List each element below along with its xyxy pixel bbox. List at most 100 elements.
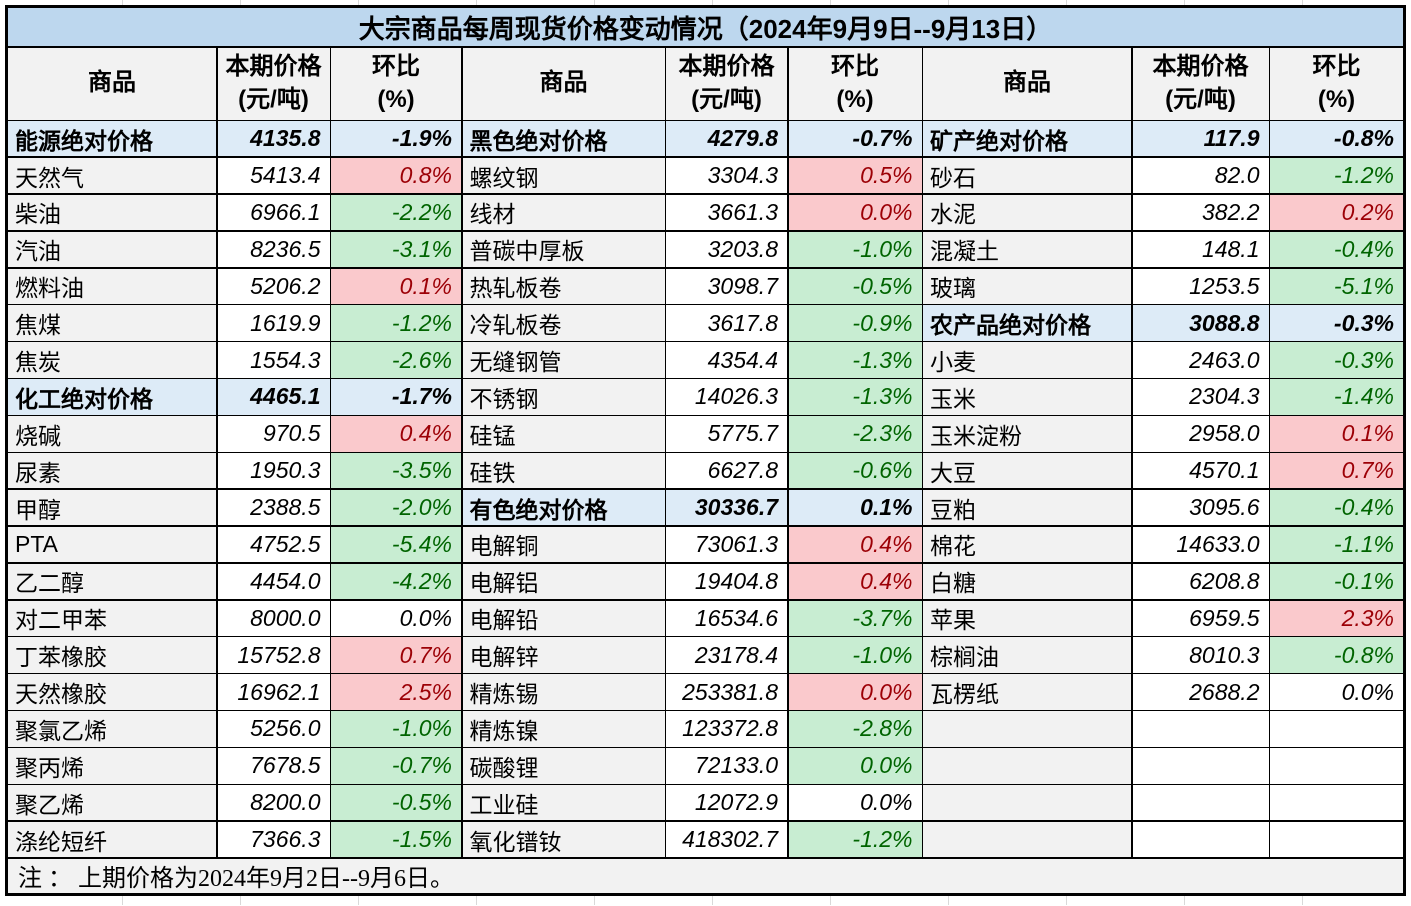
commodity-cell-g2-r14[interactable]: 电解铅 xyxy=(462,600,665,636)
pct-cell-g3-r9[interactable]: 0.1% xyxy=(1270,416,1403,452)
commodity-cell-g3-r10[interactable]: 大豆 xyxy=(923,453,1131,489)
price-cell-g1-r3[interactable]: 6966.1 xyxy=(217,194,330,231)
pct-cell-g1-r18[interactable]: -0.7% xyxy=(331,748,461,784)
price-cell-g1-r15[interactable]: 15752.8 xyxy=(217,637,330,673)
pct-cell-g2-r20[interactable]: -1.2% xyxy=(788,821,922,858)
commodity-cell-g2-r3[interactable]: 线材 xyxy=(462,194,665,231)
price-cell-g1-r18[interactable]: 7678.5 xyxy=(217,748,330,784)
commodity-cell-g3-r18[interactable] xyxy=(923,748,1131,784)
commodity-cell-g2-r11[interactable]: 有色绝对价格 xyxy=(462,489,665,526)
commodity-cell-g1-r7[interactable]: 焦炭 xyxy=(8,342,216,378)
header-commodity-1[interactable]: 商品 xyxy=(8,47,216,120)
price-cell-g2-r11[interactable]: 30336.7 xyxy=(666,489,787,526)
pct-cell-g1-r2[interactable]: 0.8% xyxy=(331,157,461,194)
commodity-cell-g2-r15[interactable]: 电解锌 xyxy=(462,637,665,673)
commodity-cell-g3-r17[interactable] xyxy=(923,711,1131,747)
commodity-cell-g1-r20[interactable]: 涤纶短纤 xyxy=(8,821,216,858)
commodity-cell-g2-r6[interactable]: 冷轧板卷 xyxy=(462,305,665,341)
commodity-cell-g1-r9[interactable]: 烧碱 xyxy=(8,416,216,452)
commodity-cell-g1-r2[interactable]: 天然气 xyxy=(8,157,216,194)
commodity-cell-g1-r1[interactable]: 能源绝对价格 xyxy=(8,121,216,157)
commodity-cell-g2-r2[interactable]: 螺纹钢 xyxy=(462,157,665,194)
commodity-cell-g3-r7[interactable]: 小麦 xyxy=(923,342,1131,378)
price-cell-g3-r8[interactable]: 2304.3 xyxy=(1132,379,1269,415)
price-cell-g2-r15[interactable]: 23178.4 xyxy=(666,637,787,673)
pct-cell-g1-r20[interactable]: -1.5% xyxy=(331,821,461,858)
pct-cell-g1-r4[interactable]: -3.1% xyxy=(331,231,461,268)
header-pct-1[interactable]: 环比 (%) xyxy=(331,47,461,120)
pct-cell-g3-r1[interactable]: -0.8% xyxy=(1270,121,1403,157)
commodity-cell-g1-r14[interactable]: 对二甲苯 xyxy=(8,600,216,636)
header-commodity-3[interactable]: 商品 xyxy=(923,47,1131,120)
price-cell-g2-r1[interactable]: 4279.8 xyxy=(666,121,787,157)
pct-cell-g2-r4[interactable]: -1.0% xyxy=(788,231,922,268)
commodity-cell-g2-r9[interactable]: 硅锰 xyxy=(462,416,665,452)
commodity-cell-g3-r15[interactable]: 棕榈油 xyxy=(923,637,1131,673)
pct-cell-g3-r3[interactable]: 0.2% xyxy=(1270,194,1403,231)
commodity-cell-g1-r4[interactable]: 汽油 xyxy=(8,231,216,268)
commodity-cell-g3-r20[interactable] xyxy=(923,821,1131,858)
price-cell-g1-r11[interactable]: 2388.5 xyxy=(217,489,330,526)
header-price-1[interactable]: 本期价格 (元/吨) xyxy=(217,47,330,120)
price-cell-g3-r18[interactable] xyxy=(1132,748,1269,784)
price-cell-g2-r17[interactable]: 123372.8 xyxy=(666,711,787,747)
pct-cell-g1-r17[interactable]: -1.0% xyxy=(331,711,461,747)
pct-cell-g2-r7[interactable]: -1.3% xyxy=(788,342,922,378)
price-cell-g2-r14[interactable]: 16534.6 xyxy=(666,600,787,636)
commodity-cell-g2-r1[interactable]: 黑色绝对价格 xyxy=(462,121,665,157)
price-cell-g3-r11[interactable]: 3095.6 xyxy=(1132,489,1269,526)
price-cell-g1-r10[interactable]: 1950.3 xyxy=(217,453,330,489)
price-cell-g3-r14[interactable]: 6959.5 xyxy=(1132,600,1269,636)
commodity-cell-g2-r20[interactable]: 氧化镨钕 xyxy=(462,821,665,858)
pct-cell-g2-r11[interactable]: 0.1% xyxy=(788,489,922,526)
pct-cell-g3-r13[interactable]: -0.1% xyxy=(1270,563,1403,600)
commodity-cell-g1-r6[interactable]: 焦煤 xyxy=(8,305,216,341)
price-cell-g2-r19[interactable]: 12072.9 xyxy=(666,785,787,821)
commodity-cell-g3-r2[interactable]: 砂石 xyxy=(923,157,1131,194)
commodity-cell-g2-r4[interactable]: 普碳中厚板 xyxy=(462,231,665,268)
commodity-cell-g1-r3[interactable]: 柴油 xyxy=(8,194,216,231)
price-cell-g3-r12[interactable]: 14633.0 xyxy=(1132,526,1269,563)
pct-cell-g1-r5[interactable]: 0.1% xyxy=(331,268,461,304)
pct-cell-g1-r8[interactable]: -1.7% xyxy=(331,379,461,415)
commodity-cell-g3-r12[interactable]: 棉花 xyxy=(923,526,1131,563)
pct-cell-g1-r14[interactable]: 0.0% xyxy=(331,600,461,636)
price-cell-g2-r9[interactable]: 5775.7 xyxy=(666,416,787,452)
price-cell-g1-r6[interactable]: 1619.9 xyxy=(217,305,330,341)
price-cell-g3-r15[interactable]: 8010.3 xyxy=(1132,637,1269,673)
commodity-cell-g3-r16[interactable]: 瓦楞纸 xyxy=(923,674,1131,710)
pct-cell-g2-r19[interactable]: 0.0% xyxy=(788,785,922,821)
price-cell-g3-r7[interactable]: 2463.0 xyxy=(1132,342,1269,378)
pct-cell-g1-r15[interactable]: 0.7% xyxy=(331,637,461,673)
pct-cell-g2-r13[interactable]: 0.4% xyxy=(788,563,922,600)
pct-cell-g3-r14[interactable]: 2.3% xyxy=(1270,600,1403,636)
commodity-cell-g2-r16[interactable]: 精炼锡 xyxy=(462,674,665,710)
commodity-cell-g3-r8[interactable]: 玉米 xyxy=(923,379,1131,415)
pct-cell-g1-r11[interactable]: -2.0% xyxy=(331,489,461,526)
pct-cell-g3-r20[interactable] xyxy=(1270,821,1403,858)
pct-cell-g3-r17[interactable] xyxy=(1270,711,1403,747)
commodity-cell-g3-r14[interactable]: 苹果 xyxy=(923,600,1131,636)
price-cell-g3-r5[interactable]: 1253.5 xyxy=(1132,268,1269,304)
commodity-cell-g2-r8[interactable]: 不锈钢 xyxy=(462,379,665,415)
pct-cell-g3-r16[interactable]: 0.0% xyxy=(1270,674,1403,710)
commodity-cell-g2-r13[interactable]: 电解铝 xyxy=(462,563,665,600)
price-cell-g2-r7[interactable]: 4354.4 xyxy=(666,342,787,378)
pct-cell-g2-r8[interactable]: -1.3% xyxy=(788,379,922,415)
price-cell-g2-r6[interactable]: 3617.8 xyxy=(666,305,787,341)
pct-cell-g3-r19[interactable] xyxy=(1270,785,1403,821)
pct-cell-g3-r12[interactable]: -1.1% xyxy=(1270,526,1403,563)
price-cell-g2-r10[interactable]: 6627.8 xyxy=(666,453,787,489)
commodity-cell-g3-r13[interactable]: 白糖 xyxy=(923,563,1131,600)
pct-cell-g1-r13[interactable]: -4.2% xyxy=(331,563,461,600)
pct-cell-g2-r2[interactable]: 0.5% xyxy=(788,157,922,194)
pct-cell-g3-r11[interactable]: -0.4% xyxy=(1270,489,1403,526)
commodity-cell-g3-r19[interactable] xyxy=(923,785,1131,821)
commodity-cell-g1-r18[interactable]: 聚丙烯 xyxy=(8,748,216,784)
pct-cell-g1-r16[interactable]: 2.5% xyxy=(331,674,461,710)
price-cell-g1-r16[interactable]: 16962.1 xyxy=(217,674,330,710)
pct-cell-g2-r18[interactable]: 0.0% xyxy=(788,748,922,784)
price-cell-g1-r13[interactable]: 4454.0 xyxy=(217,563,330,600)
commodity-cell-g3-r4[interactable]: 混凝土 xyxy=(923,231,1131,268)
pct-cell-g2-r9[interactable]: -2.3% xyxy=(788,416,922,452)
